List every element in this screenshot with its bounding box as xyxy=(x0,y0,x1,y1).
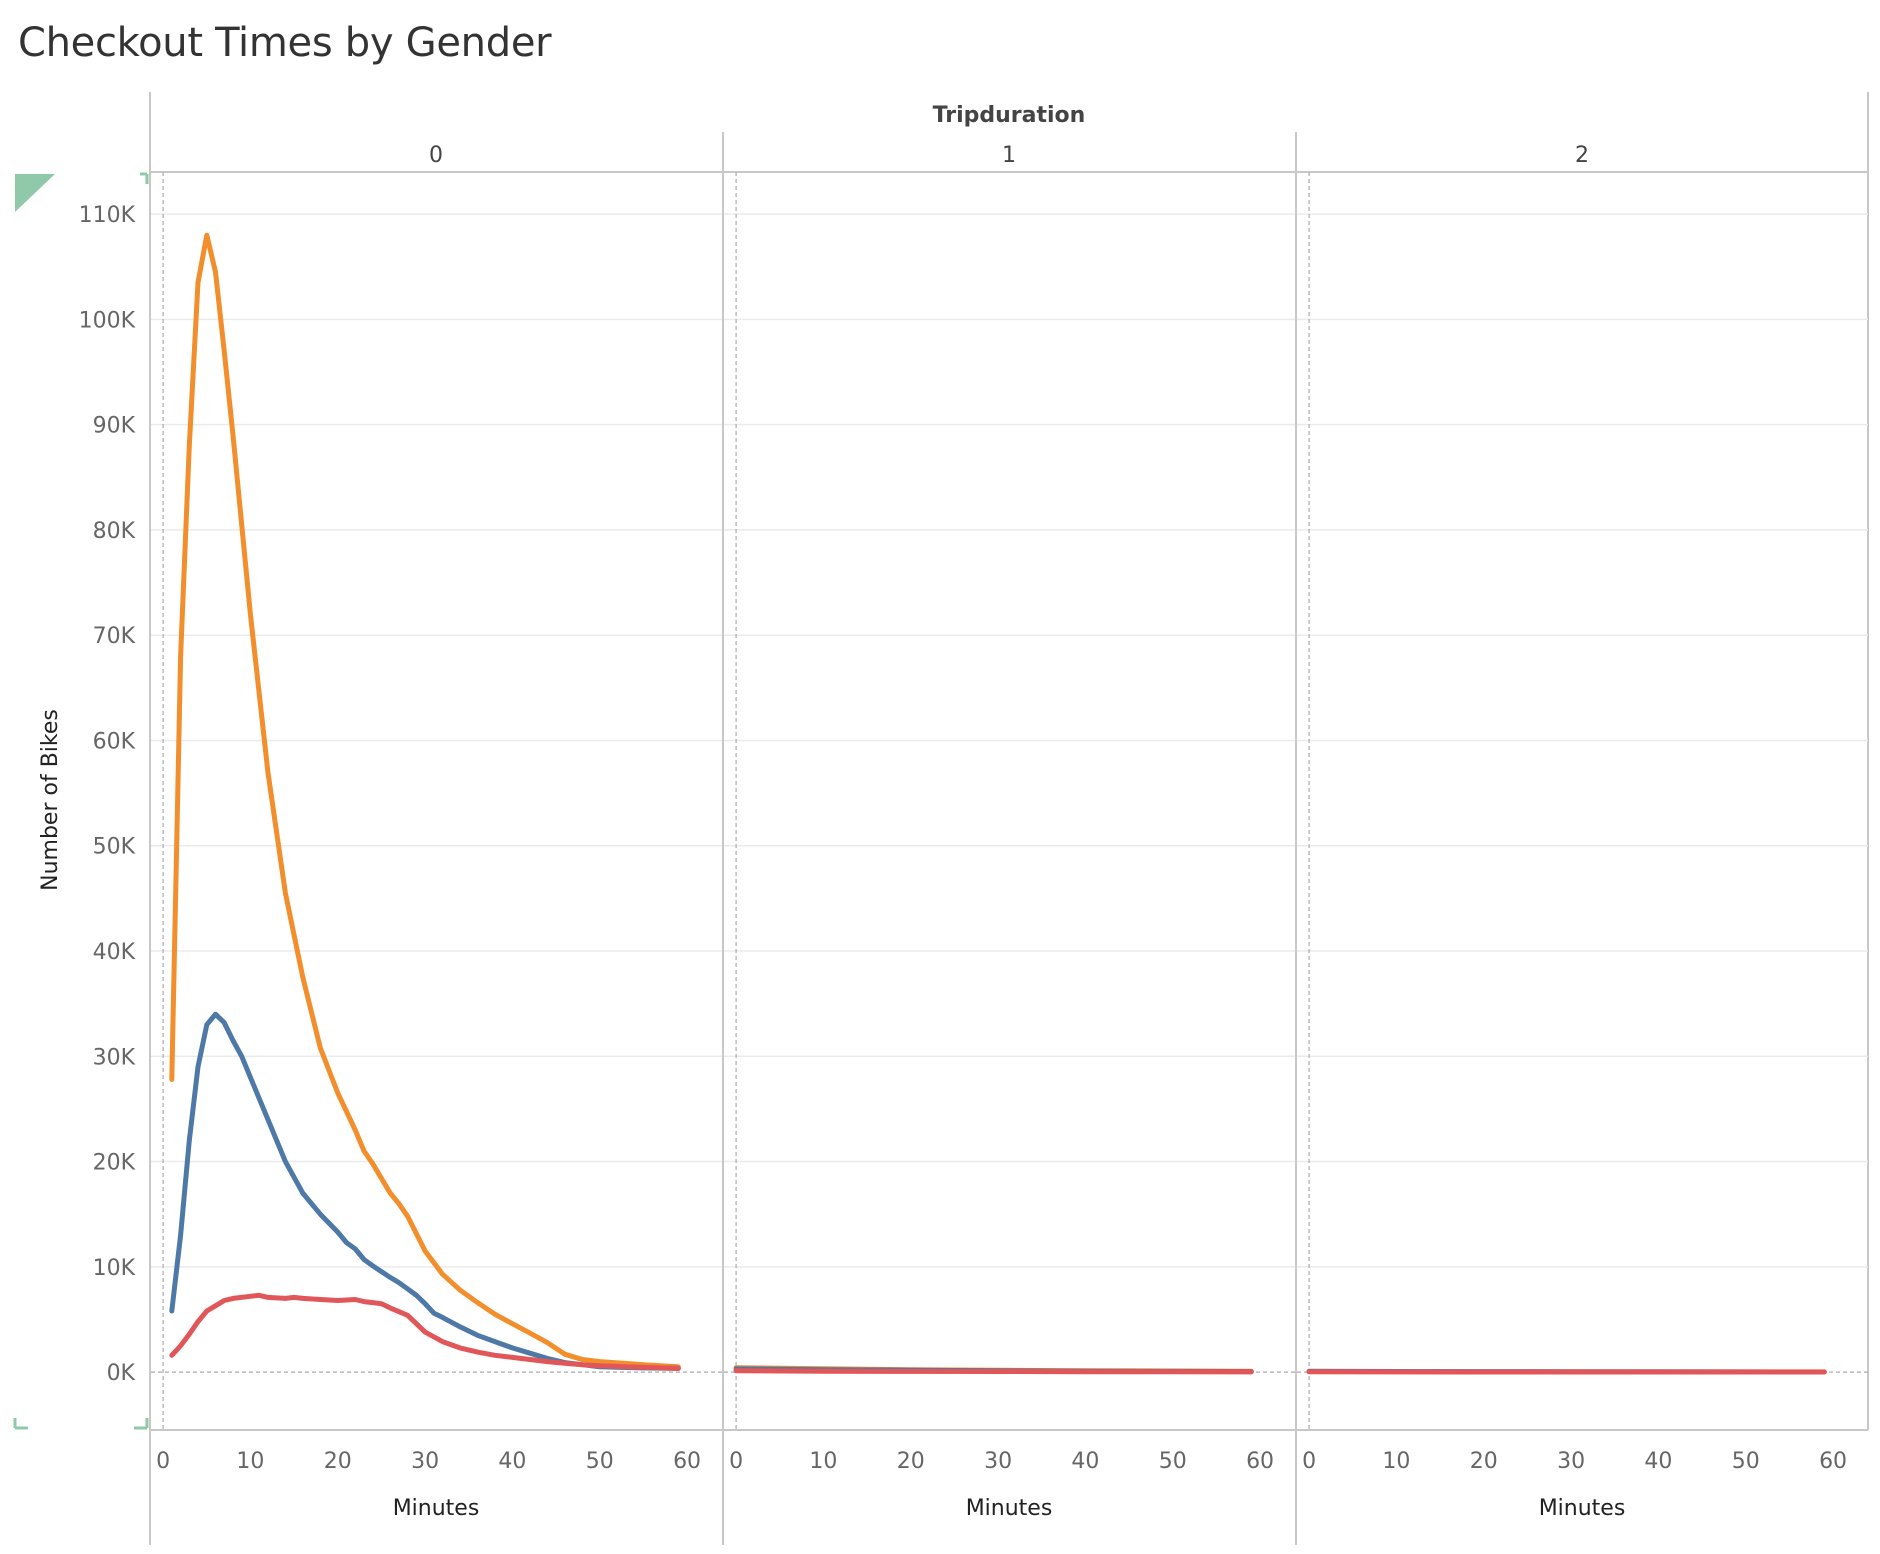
y-tick-label: 40K xyxy=(93,940,136,965)
facet-panels xyxy=(151,172,1868,1430)
y-tick-label: 20K xyxy=(93,1151,136,1176)
x-tick-label: 60 xyxy=(1246,1449,1274,1474)
y-tick-label: 80K xyxy=(93,519,136,544)
y-axis-title: Number of Bikes xyxy=(38,709,63,891)
x-tick-label: 30 xyxy=(984,1449,1012,1474)
facet-header-0: 0 xyxy=(429,143,443,168)
x-axis-title: Minutes xyxy=(1539,1496,1626,1521)
facet-panel-1 xyxy=(724,172,1295,1430)
y-tick-label: 0K xyxy=(107,1361,136,1386)
x-tick-label: 0 xyxy=(1302,1449,1316,1474)
x-axis-title: Minutes xyxy=(393,1496,480,1521)
facet-header-1: 1 xyxy=(1002,143,1016,168)
series-line-2-panel-0 xyxy=(169,1292,681,1371)
x-tick-label: 50 xyxy=(586,1449,614,1474)
y-tick-label: 70K xyxy=(93,624,136,649)
x-tick-label: 20 xyxy=(897,1449,925,1474)
facet-header-label: Tripduration xyxy=(933,103,1086,128)
facet-headers: 0 1 2 xyxy=(429,143,1589,168)
x-tick-label: 30 xyxy=(411,1449,439,1474)
y-tick-label: 100K xyxy=(79,308,136,333)
chart-title: Checkout Times by Gender xyxy=(18,20,552,66)
x-tick-label: 10 xyxy=(236,1449,264,1474)
x-tick-label: 40 xyxy=(1644,1449,1672,1474)
view-corner-marker xyxy=(13,172,149,1430)
x-axes: 0 10 20 30 40 50 60 Minutes 0 10 20 30 40 50 60 Minutes… xyxy=(156,1449,1847,1521)
facet-panel-0 xyxy=(151,172,722,1430)
y-tick-label: 110K xyxy=(79,203,136,228)
x-tick-label: 30 xyxy=(1557,1449,1585,1474)
x-axis-title: Minutes xyxy=(966,1496,1053,1521)
chart-frame xyxy=(149,92,1869,1545)
y-tick-label: 10K xyxy=(93,1256,136,1281)
y-tick-label: 60K xyxy=(93,729,136,754)
x-tick-label: 0 xyxy=(729,1449,743,1474)
y-tick-label: 90K xyxy=(93,414,136,439)
x-tick-label: 10 xyxy=(1382,1449,1410,1474)
x-tick-label: 20 xyxy=(324,1449,352,1474)
y-tick-label: 50K xyxy=(93,835,136,860)
x-tick-label: 60 xyxy=(673,1449,701,1474)
x-tick-label: 0 xyxy=(156,1449,170,1474)
x-tick-label: 40 xyxy=(498,1449,526,1474)
y-tick-label: 30K xyxy=(93,1045,136,1070)
x-tick-label: 50 xyxy=(1732,1449,1760,1474)
facet-header-2: 2 xyxy=(1575,143,1589,168)
x-tick-label: 20 xyxy=(1470,1449,1498,1474)
facet-panel-2 xyxy=(1297,172,1868,1430)
series-line-1-panel-0 xyxy=(169,1011,681,1371)
series-line-2-panel-1 xyxy=(733,1368,1254,1375)
series-line-0-panel-0 xyxy=(169,232,681,1370)
x-tick-label: 40 xyxy=(1071,1449,1099,1474)
x-tick-label: 50 xyxy=(1159,1449,1187,1474)
x-tick-label: 60 xyxy=(1819,1449,1847,1474)
x-tick-label: 10 xyxy=(809,1449,837,1474)
y-axis-ticks: 0K 10K 20K 30K 40K 50K 60K 70K 80K 90K 100K 110K xyxy=(79,203,136,1386)
